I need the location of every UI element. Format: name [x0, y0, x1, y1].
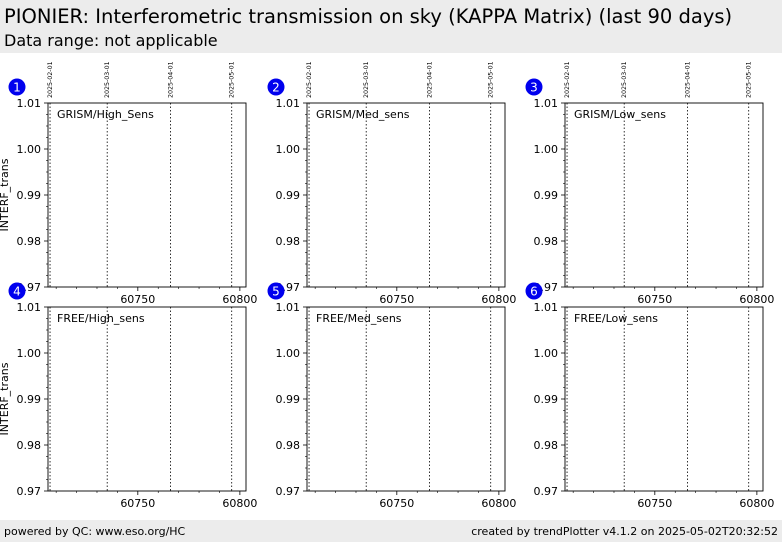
y-tick-label: 0.97 [534, 485, 559, 498]
date-label: 2025-04-01 [684, 61, 691, 98]
panel-number-badge [525, 282, 543, 300]
panel-label: GRISM/High_Sens [57, 108, 154, 121]
x-tick-label: 60800 [222, 293, 257, 306]
header-bar: PIONIER: Interferometric transmission on… [0, 0, 782, 53]
y-tick-label: 1.00 [17, 347, 42, 360]
plot-frame [564, 306, 764, 492]
date-label: 2025-03-01 [621, 61, 628, 98]
panel-label: GRISM/Med_sens [316, 108, 410, 121]
date-label: 2025-05-01 [488, 61, 495, 98]
plot-frame [47, 102, 247, 288]
y-tick-label: 0.99 [534, 189, 559, 202]
x-tick-label: 60750 [379, 497, 414, 510]
x-tick-label: 60750 [637, 497, 672, 510]
date-label: 2025-04-01 [167, 61, 174, 98]
y-tick-label: 1.01 [534, 301, 559, 314]
footer-bar: powered by QC: www.eso.org/HC created by… [0, 520, 782, 542]
footer-generated: created by trendPlotter v4.1.2 on 2025-0… [471, 525, 778, 538]
plot-frame [47, 306, 247, 492]
panel-label: FREE/Med_sens [316, 312, 402, 325]
y-tick-label: 0.98 [276, 439, 301, 452]
panel-number: 4 [13, 285, 21, 299]
plot-frame [306, 102, 506, 288]
panel-3: 2025-02-01 2025-03-01 2025-04-01 2025-05-01… [525, 61, 774, 306]
panel-number-badge [267, 282, 285, 300]
y-tick-label: 0.97 [276, 485, 301, 498]
y-tick-label: 0.98 [534, 235, 559, 248]
panel-label: FREE/High_sens [57, 312, 145, 325]
y-tick-label: 0.99 [534, 393, 559, 406]
y-tick-label: 0.99 [276, 189, 301, 202]
y-tick-label: 1.01 [534, 97, 559, 110]
panel-number-badge [525, 78, 543, 96]
plot-grid: 2025-02-01 2025-03-01 2025-04-01 2025-05-01… [0, 61, 774, 510]
x-tick-label: 60800 [739, 497, 774, 510]
y-tick-label: 1.01 [17, 301, 42, 314]
y-tick-label: 0.99 [17, 189, 42, 202]
x-tick-label: 60750 [379, 293, 414, 306]
page-title: PIONIER: Interferometric transmission on… [4, 5, 733, 28]
page-subtitle: Data range: not applicable [4, 31, 218, 50]
y-tick-label: 1.00 [534, 143, 559, 156]
panel-number-badge [267, 78, 285, 96]
panel-5: 0.97 0.98 0.99 1.00 1.01 60750 60800 FREE/Med_s… [267, 282, 516, 510]
plot-frame [564, 102, 764, 288]
y-tick-label: 0.98 [276, 235, 301, 248]
y-tick-label: 1.01 [276, 97, 301, 110]
panel-number: 6 [530, 285, 538, 299]
date-label: 2025-05-01 [746, 61, 753, 98]
x-tick-label: 60800 [739, 293, 774, 306]
x-tick-label: 60750 [120, 497, 155, 510]
y-tick-label: 1.01 [276, 301, 301, 314]
date-label: 2025-03-01 [363, 61, 370, 98]
panel-number-badge [8, 282, 26, 300]
date-label: 2025-02-01 [306, 61, 313, 98]
x-tick-label: 60750 [120, 293, 155, 306]
panel-number: 1 [13, 81, 21, 95]
y-tick-label: 0.97 [17, 485, 42, 498]
panel-1: 2025-02-01 2025-03-01 2025-04-01 2025-05-01… [0, 61, 257, 306]
panel-label: GRISM/Low_sens [574, 108, 666, 121]
x-tick-label: 60800 [481, 497, 516, 510]
panel-number: 3 [530, 81, 538, 95]
y-tick-label: 1.00 [534, 347, 559, 360]
panel-6: 0.97 0.98 0.99 1.00 1.01 60750 60800 FREE/Low_s… [525, 282, 774, 510]
y-tick-label: 1.01 [17, 97, 42, 110]
panel-4: 0.97 0.98 0.99 1.00 1.01 60750 60800 FREE/High_… [0, 282, 257, 510]
panel-label: FREE/Low_sens [574, 312, 658, 325]
panel-number-badge [8, 78, 26, 96]
footer-credit: powered by QC: www.eso.org/HC [4, 525, 186, 538]
date-label: 2025-04-01 [426, 61, 433, 98]
x-tick-label: 60800 [222, 497, 257, 510]
panel-number: 2 [272, 81, 280, 95]
date-label: 2025-02-01 [47, 61, 54, 98]
y-axis-label: INTERF_trans [0, 362, 11, 435]
date-label: 2025-05-01 [229, 61, 236, 98]
y-tick-label: 1.00 [276, 143, 301, 156]
panel-number: 5 [272, 285, 280, 299]
y-tick-label: 0.99 [276, 393, 301, 406]
x-tick-label: 60750 [637, 293, 672, 306]
plot-frame [306, 306, 506, 492]
date-label: 2025-02-01 [564, 61, 571, 98]
y-axis-label: INTERF_trans [0, 158, 11, 231]
y-tick-label: 1.00 [276, 347, 301, 360]
date-label: 2025-03-01 [104, 61, 111, 98]
y-tick-label: 0.98 [534, 439, 559, 452]
y-tick-label: 0.98 [17, 235, 42, 248]
x-tick-label: 60800 [481, 293, 516, 306]
y-tick-label: 1.00 [17, 143, 42, 156]
y-tick-label: 0.99 [17, 393, 42, 406]
panel-2: 2025-02-01 2025-03-01 2025-04-01 2025-05-01… [267, 61, 516, 306]
y-tick-label: 0.98 [17, 439, 42, 452]
